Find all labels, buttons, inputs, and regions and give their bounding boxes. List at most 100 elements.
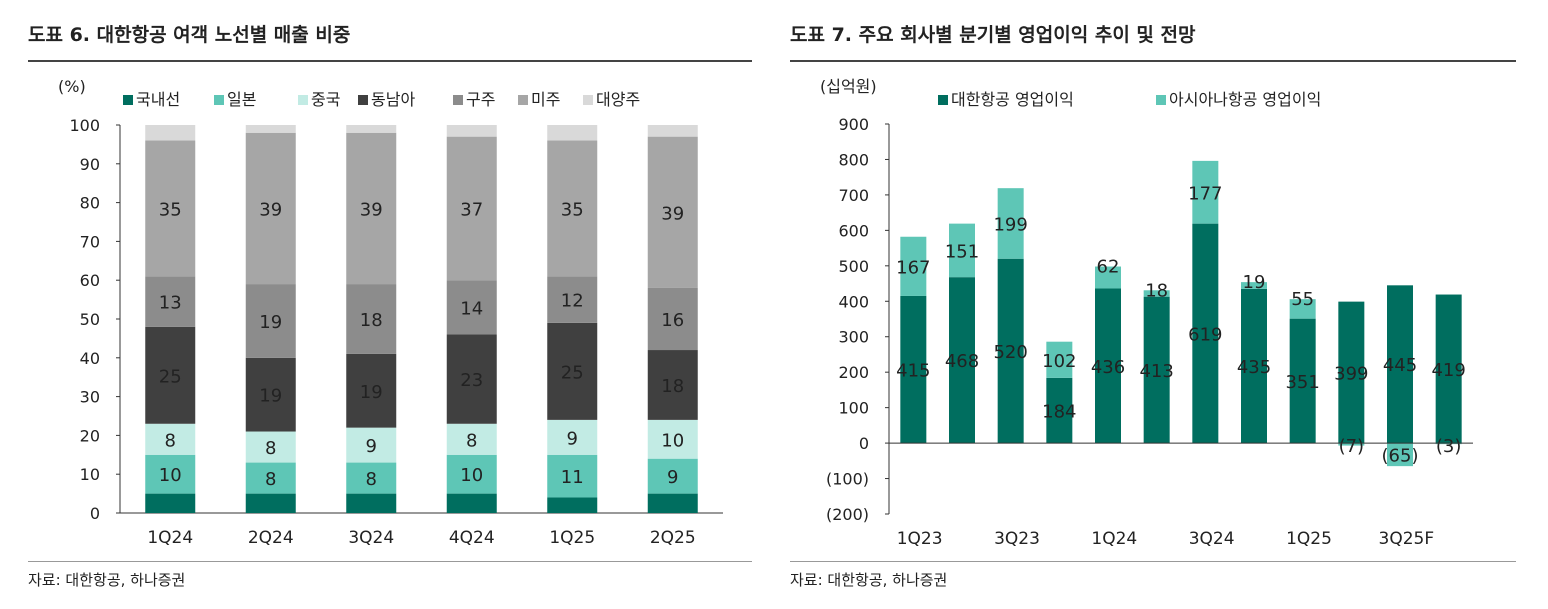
bar-segment <box>245 493 296 513</box>
bar-segment <box>1192 160 1219 224</box>
bar-segment <box>245 431 296 463</box>
bar-segment <box>647 458 698 494</box>
bar-segment <box>1387 443 1413 467</box>
bar-segment <box>900 295 927 444</box>
data-label: 167 <box>896 257 930 278</box>
bar-segment <box>997 188 1024 259</box>
data-label: 18 <box>360 310 383 331</box>
bar-segment <box>1289 318 1316 444</box>
bar-segment <box>547 322 598 420</box>
bar-segment <box>1095 288 1121 444</box>
data-label: 10 <box>661 430 684 451</box>
bar-segment <box>145 326 196 424</box>
data-label: 11 <box>561 467 584 488</box>
data-label: 16 <box>661 310 684 331</box>
legend-swatch <box>938 95 948 105</box>
bar-segment <box>346 427 397 463</box>
data-label: 445 <box>1383 355 1417 376</box>
legend-swatch <box>123 95 133 105</box>
data-label: (7) <box>1339 436 1365 457</box>
data-label: 25 <box>561 362 584 383</box>
data-label: 199 <box>993 214 1027 235</box>
data-label: 8 <box>366 469 377 490</box>
bar-segment <box>647 493 698 513</box>
bar-segment <box>1435 443 1462 445</box>
chart-title: 도표 6. 대한항공 여객 노선별 매출 비중 <box>28 24 351 46</box>
right-panel: 도표 7. 주요 회사별 분기별 영업이익 추이 및 전망 (십억원) 대한항공 … <box>790 0 1516 609</box>
x-tick-label: 2Q25 <box>650 528 696 548</box>
bar-segment <box>647 136 698 288</box>
x-tick-label: 1Q24 <box>147 528 193 548</box>
bar-segment <box>1435 294 1462 444</box>
bar-segment <box>1095 266 1121 289</box>
bar-segment <box>446 493 497 513</box>
data-label: 8 <box>265 438 276 459</box>
bar-segment <box>1338 443 1365 446</box>
legend-label: 대한항공 영업이익 <box>951 90 1074 109</box>
data-label: 351 <box>1285 372 1319 393</box>
unit-label: (%) <box>58 77 86 96</box>
x-tick-label: 3Q25F <box>1379 529 1435 549</box>
bar-segment <box>547 276 598 323</box>
bar-segment <box>145 493 196 513</box>
data-label: 9 <box>567 428 578 449</box>
y-tick-label: 700 <box>838 186 869 205</box>
data-label: 23 <box>460 370 483 391</box>
bar-segment <box>346 284 397 354</box>
data-label: 19 <box>259 386 282 407</box>
y-tick-label: 60 <box>80 271 100 290</box>
data-label: 35 <box>159 199 182 220</box>
y-tick-label: 70 <box>80 232 100 251</box>
legend-label: 동남아 <box>371 90 415 109</box>
x-tick-label: 3Q23 <box>994 529 1040 549</box>
bar-segment <box>446 454 497 494</box>
bar-segment <box>446 280 497 335</box>
data-label: 619 <box>1188 324 1222 345</box>
data-label: 55 <box>1291 289 1314 310</box>
legend-label: 아시아나항공 영업이익 <box>1169 90 1321 109</box>
legend-swatch <box>1156 95 1166 105</box>
y-tick-label: 800 <box>838 150 869 169</box>
y-tick-label: 50 <box>80 310 100 329</box>
bar-segment <box>245 462 296 494</box>
x-tick-label: 1Q25 <box>1286 529 1332 549</box>
data-label: 419 <box>1431 360 1465 381</box>
bar-segment <box>446 125 497 137</box>
bar-segment <box>1338 301 1365 444</box>
data-label: 468 <box>945 351 979 372</box>
y-tick-label: 90 <box>80 155 100 174</box>
data-label: 151 <box>945 241 979 262</box>
footer-divider <box>28 561 752 562</box>
y-tick-label: (100) <box>826 470 869 489</box>
data-label: 10 <box>159 465 182 486</box>
data-label: 39 <box>661 203 684 224</box>
stacked-bar-chart-route-revenue: (%) 국내선 일본 중국 동남아 구주 미주 대양주 0 10 20 30 40 50 60 70 80 90 1… <box>58 77 723 548</box>
unit-label: (십억원) <box>820 77 877 96</box>
data-label: 14 <box>460 298 483 319</box>
y-tick-label: 600 <box>838 221 869 240</box>
y-tick-label: (200) <box>826 505 869 524</box>
y-tick-label: 100 <box>69 116 100 135</box>
bar-segment <box>145 140 196 277</box>
title-divider <box>28 60 752 62</box>
y-tick-label: 10 <box>80 465 100 484</box>
legend-swatch <box>298 95 308 105</box>
stacked-bar-chart-operating-profit: (십억원) 대한항공 영업이익 아시아나항공 영업이익 (200) (100) 0 100 2… <box>820 77 1473 549</box>
data-label: 184 <box>1042 401 1076 422</box>
x-tick-label: 4Q24 <box>449 528 495 548</box>
bar-segment <box>647 350 698 420</box>
y-tick-label: 80 <box>80 194 100 213</box>
data-label: 39 <box>360 199 383 220</box>
legend-swatch <box>453 95 463 105</box>
data-label: 13 <box>159 293 182 314</box>
bar-segment <box>647 125 698 137</box>
legend-label: 대양주 <box>596 90 640 109</box>
chart-title: 도표 7. 주요 회사별 분기별 영업이익 추이 및 전망 <box>790 24 1196 46</box>
y-tick-label: 900 <box>838 115 869 134</box>
bar-segment <box>1143 290 1170 297</box>
bar-segment <box>1289 299 1316 319</box>
data-label: 102 <box>1042 351 1076 372</box>
bar-segment <box>245 125 296 133</box>
bar-segment <box>647 419 698 459</box>
y-tick-label: 300 <box>838 328 869 347</box>
